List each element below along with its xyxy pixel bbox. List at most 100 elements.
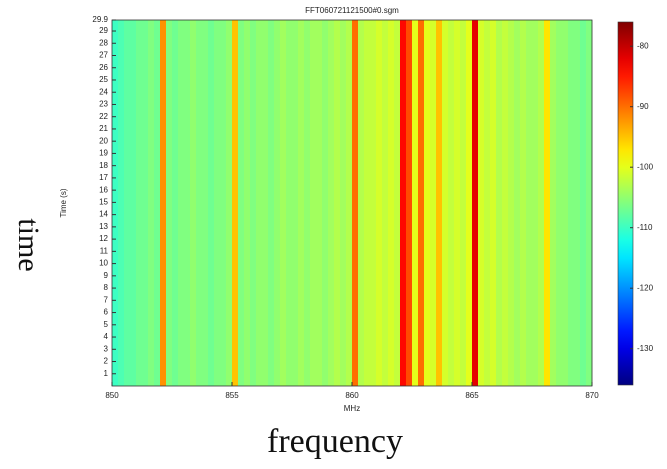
cell	[382, 20, 389, 386]
y-tick-label: 25	[99, 75, 108, 84]
x-tick-label: 865	[465, 391, 479, 400]
cell	[454, 20, 461, 386]
cell	[238, 20, 245, 386]
cell	[232, 20, 239, 386]
cell	[292, 20, 299, 386]
cell	[154, 20, 161, 386]
x-tick-label: 870	[585, 391, 599, 400]
cell	[562, 20, 569, 386]
cell	[466, 20, 473, 386]
x-tick-label: 850	[105, 391, 119, 400]
cell	[514, 20, 521, 386]
cell	[280, 20, 287, 386]
x-tick-label: 855	[225, 391, 239, 400]
cell	[412, 20, 419, 386]
cell	[358, 20, 365, 386]
outer-x-label: frequency	[267, 423, 403, 460]
cell	[196, 20, 203, 386]
cell	[268, 20, 275, 386]
cell	[262, 20, 269, 386]
cell	[436, 20, 443, 386]
y-tick-label: 21	[99, 124, 108, 133]
y-tick-label: 8	[104, 283, 109, 292]
cell	[124, 20, 131, 386]
y-tick-label: 3	[104, 344, 109, 353]
y-tick-label: 14	[99, 210, 108, 219]
cell	[274, 20, 281, 386]
cell	[298, 20, 305, 386]
cell	[376, 20, 383, 386]
y-tick-label: 17	[99, 173, 108, 182]
colorbar	[617, 21, 634, 386]
cell	[184, 20, 191, 386]
cell	[310, 20, 317, 386]
cell	[142, 20, 149, 386]
y-tick-label: 18	[99, 161, 108, 170]
colorbar-tick-label: -80	[637, 41, 649, 50]
colorbar-tick-label: -100	[637, 162, 654, 171]
cell	[574, 20, 581, 386]
cell	[484, 20, 491, 386]
cell	[328, 20, 335, 386]
y-tick-label: 27	[99, 51, 108, 60]
y-tick-label: 28	[99, 38, 108, 47]
cell	[304, 20, 311, 386]
cell	[520, 20, 527, 386]
cell	[160, 20, 167, 386]
x-axis-label: MHz	[344, 404, 360, 413]
cell	[478, 20, 485, 386]
cell	[220, 20, 227, 386]
cell	[364, 20, 371, 386]
y-tick-label: 6	[104, 308, 109, 317]
y-tick-label: 9	[104, 271, 109, 280]
y-tick-label: 1	[104, 369, 109, 378]
cell	[340, 20, 347, 386]
cell	[550, 20, 557, 386]
y-tick-label: 22	[99, 112, 108, 121]
cell	[532, 20, 539, 386]
cell	[322, 20, 329, 386]
y-tick-label: 2	[104, 357, 109, 366]
y-tick-label: 29	[99, 26, 108, 35]
x-tick-label: 860	[345, 391, 359, 400]
cell	[172, 20, 179, 386]
cell	[394, 20, 401, 386]
cell	[316, 20, 323, 386]
cell	[202, 20, 209, 386]
cell	[118, 20, 125, 386]
outer-y-label: time	[12, 218, 45, 271]
y-tick-label: 4	[104, 332, 109, 341]
y-tick-label: 29.9	[92, 15, 108, 24]
cell	[448, 20, 455, 386]
cell	[190, 20, 197, 386]
cell	[148, 20, 155, 386]
cell	[286, 20, 293, 386]
y-tick-label: 7	[104, 295, 109, 304]
cell	[136, 20, 143, 386]
cell	[166, 20, 173, 386]
y-tick-label: 10	[99, 259, 108, 268]
y-tick-label: 5	[104, 320, 109, 329]
cell	[556, 20, 563, 386]
cell	[568, 20, 575, 386]
colorbar-tick-label: -120	[637, 283, 654, 292]
colorbar-tick-label: -110	[637, 223, 653, 232]
y-tick-label: 24	[99, 87, 108, 96]
colorbar-tick-label: -130	[637, 344, 654, 353]
cell	[334, 20, 341, 386]
cell	[442, 20, 449, 386]
cell	[418, 20, 425, 386]
cell	[208, 20, 215, 386]
y-axis-label: Time (s)	[59, 188, 68, 217]
cell	[250, 20, 257, 386]
cell	[490, 20, 497, 386]
cell	[214, 20, 221, 386]
cell	[370, 20, 377, 386]
cell	[244, 20, 251, 386]
cell	[256, 20, 263, 386]
cell	[406, 20, 413, 386]
cell	[400, 20, 407, 386]
cell	[538, 20, 545, 386]
cell	[460, 20, 467, 386]
cell	[586, 20, 593, 386]
